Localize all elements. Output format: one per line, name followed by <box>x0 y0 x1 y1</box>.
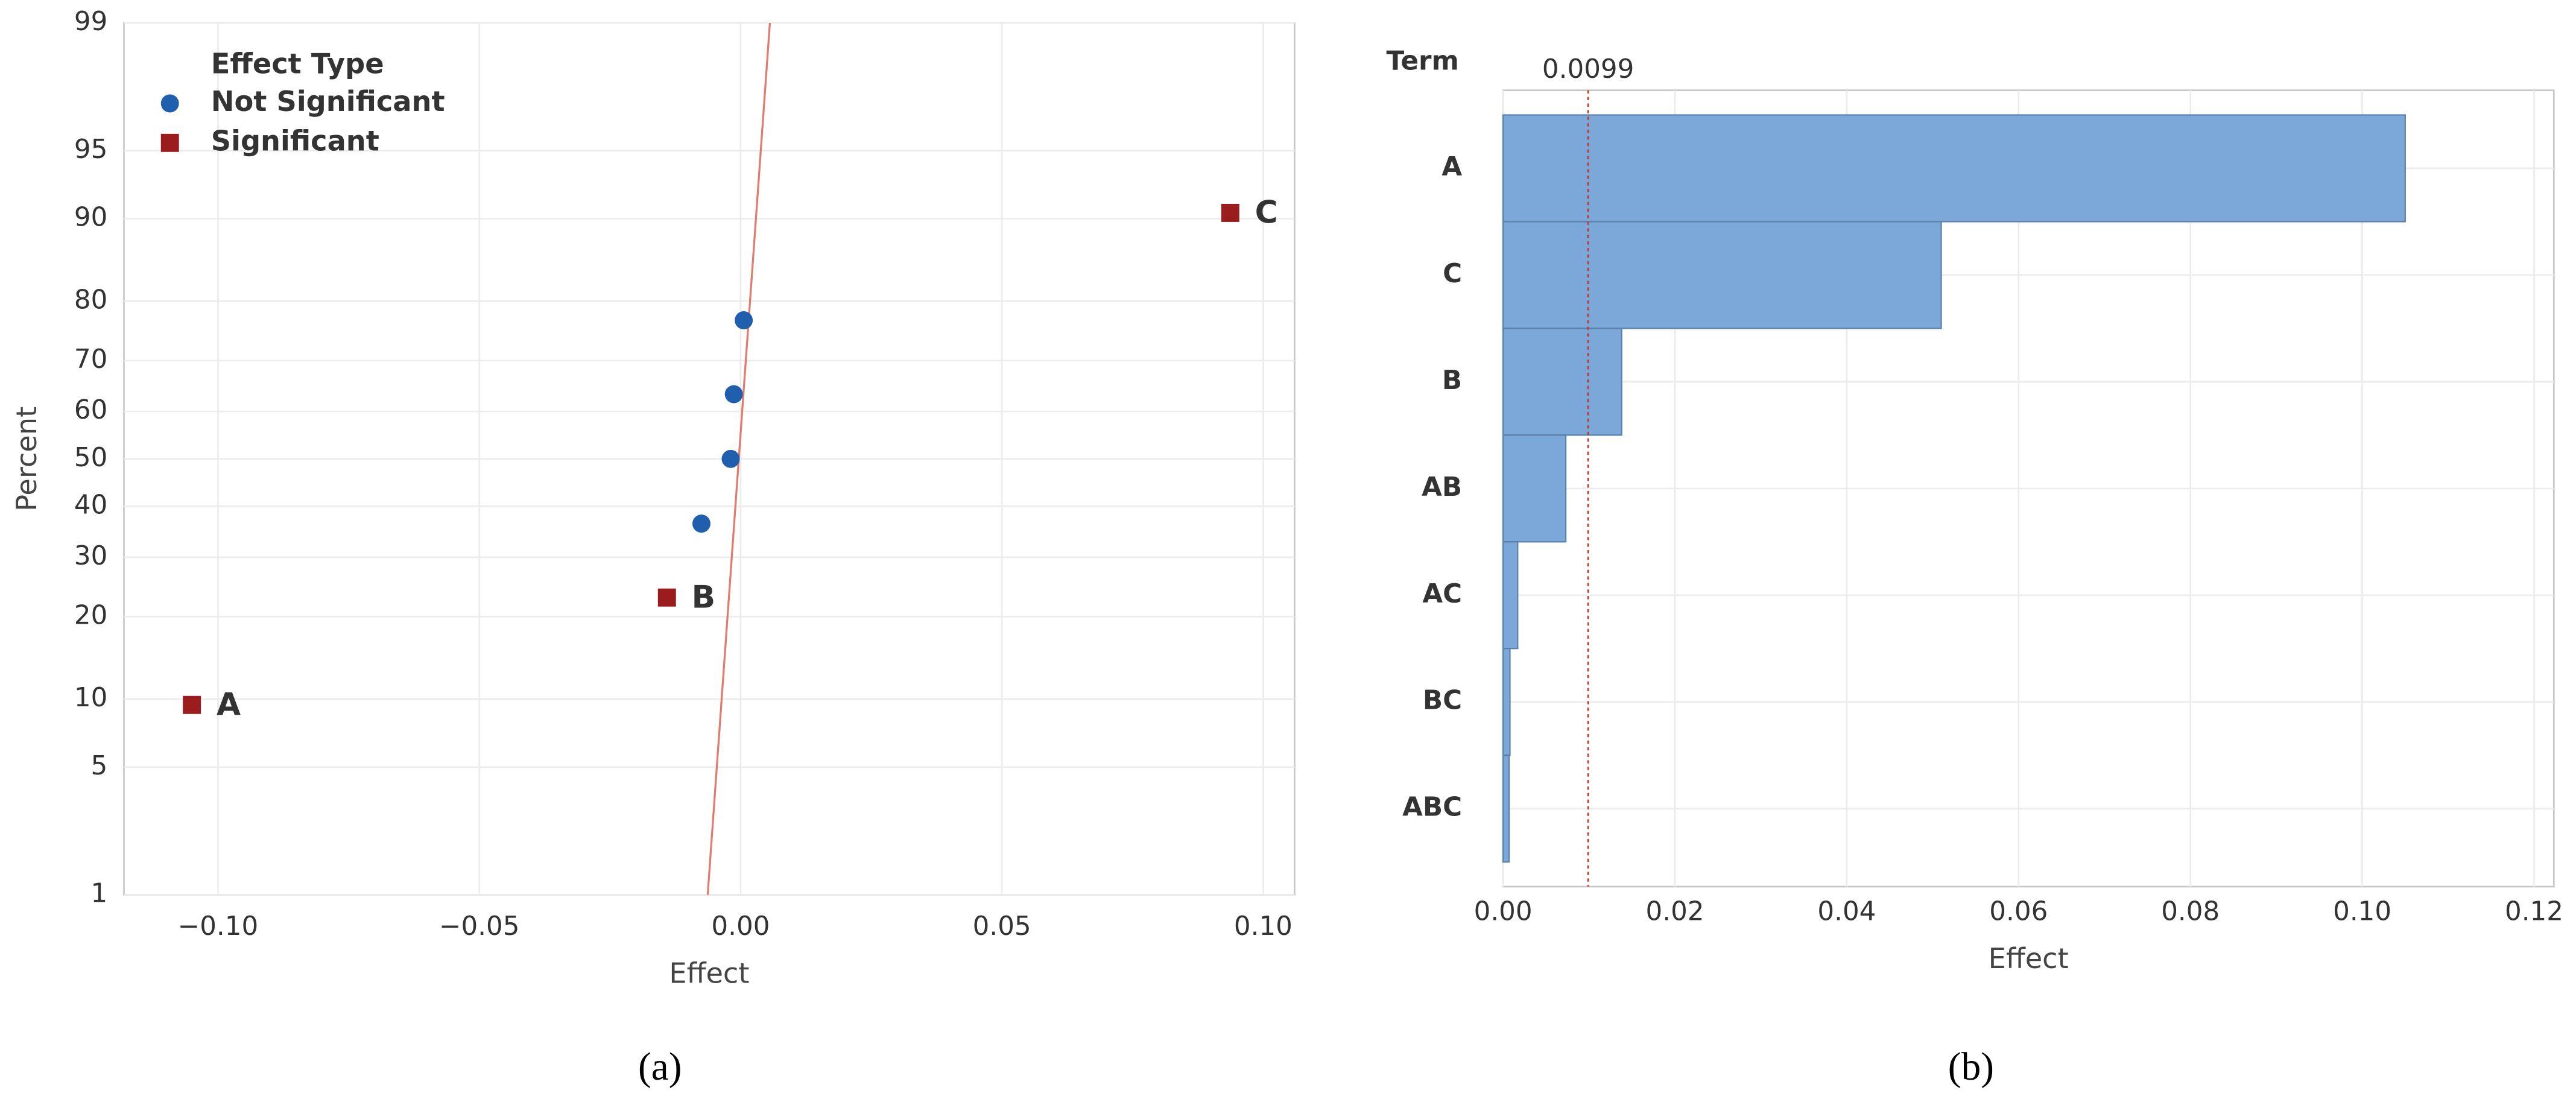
y-axis-title: Term <box>1387 46 1459 76</box>
y-tick-label: 60 <box>74 395 107 425</box>
reference-label: 0.0099 <box>1542 54 1634 84</box>
x-tick-label: 0.04 <box>1817 897 1876 927</box>
x-tick-label: 0.12 <box>2505 897 2563 927</box>
y-tick-label: AC <box>1422 579 1462 609</box>
y-tick-label: 70 <box>74 344 107 375</box>
x-tick-label: 0.10 <box>1234 911 1293 942</box>
point <box>657 588 676 607</box>
y-tick-label: 20 <box>74 600 107 630</box>
x-tick-label: 0.02 <box>1646 897 1704 927</box>
point-label: C <box>1255 195 1278 231</box>
point <box>692 515 710 533</box>
legend-title: Effect Type <box>211 47 384 80</box>
y-tick-label: 95 <box>74 135 107 165</box>
x-tick-label: 0.00 <box>1474 897 1533 927</box>
y-tick-label: 5 <box>91 751 108 781</box>
y-tick-label: A <box>1441 152 1462 182</box>
y-axis-title: Percent <box>10 407 43 511</box>
x-tick-label: 0.10 <box>2333 897 2391 927</box>
point-label: B <box>692 579 715 615</box>
caption: (a) <box>638 1045 682 1089</box>
legend-marker <box>160 133 179 152</box>
x-tick-label: 0.08 <box>2161 897 2220 927</box>
point <box>724 385 743 404</box>
x-tick-label: 0.06 <box>1989 897 2048 927</box>
point <box>1221 203 1239 222</box>
y-tick-label: C <box>1443 259 1462 289</box>
y-tick-label: BC <box>1423 686 1462 716</box>
x-axis-title: Effect <box>1989 942 2069 975</box>
caption: (b) <box>1948 1045 1994 1089</box>
y-tick-label: ABC <box>1402 793 1462 823</box>
x-tick-label: −0.10 <box>178 911 258 942</box>
x-tick-label: 0.00 <box>711 911 770 942</box>
bar <box>1502 114 2406 223</box>
bar <box>1502 648 1511 756</box>
x-axis-title: Effect <box>669 957 749 989</box>
y-tick-label: 30 <box>74 541 107 571</box>
legend-label: Not Significant <box>211 85 445 118</box>
point-label: A <box>217 686 241 723</box>
y-tick-label: 99 <box>74 7 107 37</box>
y-tick-label: 10 <box>74 683 107 713</box>
bar <box>1502 221 1942 329</box>
legend-marker <box>160 94 179 113</box>
legend-label: Significant <box>211 124 379 157</box>
point <box>183 695 201 714</box>
y-tick-label: B <box>1442 366 1462 396</box>
y-tick-label: 90 <box>74 203 107 233</box>
bar <box>1502 328 1622 436</box>
y-tick-label: 1 <box>91 879 108 909</box>
x-tick-label: 0.05 <box>973 911 1031 942</box>
y-tick-label: 40 <box>74 490 107 521</box>
bar <box>1502 755 1510 863</box>
point <box>735 311 753 329</box>
y-tick-label: AB <box>1422 472 1462 502</box>
y-tick-label: 80 <box>74 285 107 315</box>
y-tick-label: 50 <box>74 443 107 473</box>
bar <box>1502 434 1567 543</box>
bar <box>1502 541 1519 650</box>
point <box>721 449 740 468</box>
x-tick-label: −0.05 <box>439 911 519 942</box>
